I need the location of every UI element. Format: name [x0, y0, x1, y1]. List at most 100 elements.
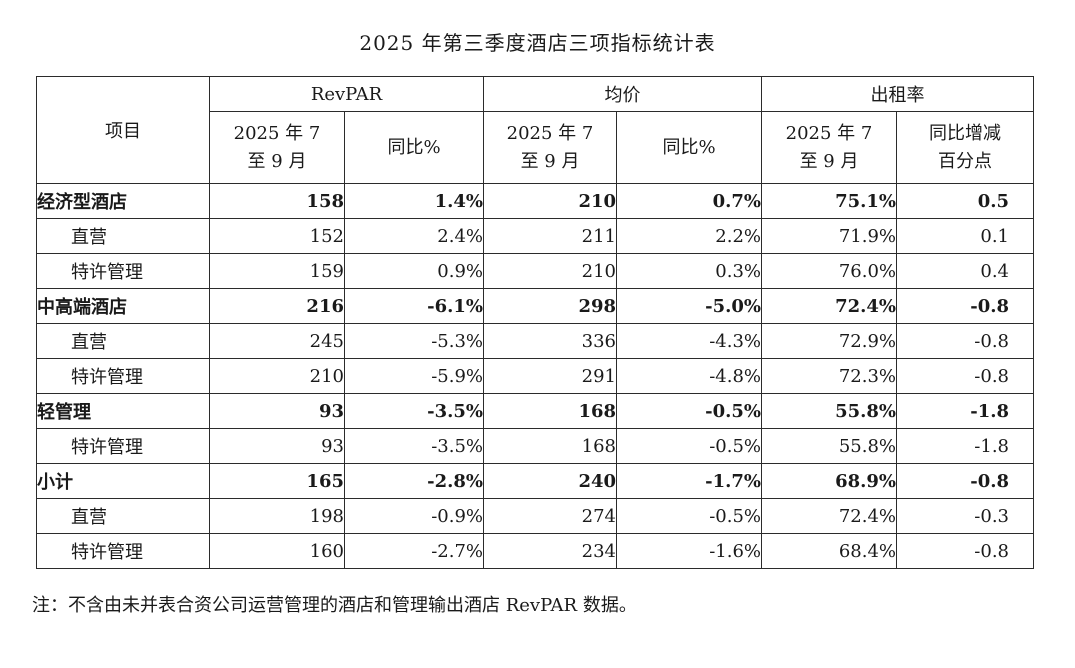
avgprice-yoy-cell: -1.7% [616, 463, 763, 499]
occupancy-value-cell: 68.4% [761, 533, 898, 569]
avgprice-value-cell: 336 [483, 323, 618, 359]
revpar-yoy-cell: -5.3% [343, 323, 485, 359]
avgprice-yoy-header: 同比% [616, 111, 763, 184]
avgprice-yoy-cell: -0.5% [616, 498, 763, 534]
occupancy-change-cell: -0.8 [896, 288, 1035, 324]
table-row: 特许管理 93 -3.5% 168 -0.5% 55.8% -1.8 [36, 428, 1035, 464]
occupancy-change-cell: 0.1 [896, 218, 1035, 254]
avgprice-value-cell: 274 [483, 498, 618, 534]
table-row: 直营 152 2.4% 211 2.2% 71.9% 0.1 [36, 218, 1035, 254]
avgprice-yoy-cell: -4.3% [616, 323, 763, 359]
avgprice-yoy-cell: 2.2% [616, 218, 763, 254]
revpar-value-cell: 159 [209, 253, 345, 289]
footnote: 注：不含由未并表合资公司运营管理的酒店和管理输出酒店 RevPAR 数据。 [32, 595, 637, 616]
revpar-value-cell: 210 [209, 358, 345, 394]
table-row: 小计 165 -2.8% 240 -1.7% 68.9% -0.8 [36, 463, 1035, 499]
table-header: 项目 RevPAR 均价 出租率 2025 年 7 至 9 月 同比% 2025… [36, 76, 1035, 184]
table-row: 经济型酒店 158 1.4% 210 0.7% 75.1% 0.5 [36, 183, 1035, 219]
avgprice-value-cell: 240 [483, 463, 618, 499]
revpar-yoy-cell: -2.7% [343, 533, 485, 569]
avgprice-value-cell: 211 [483, 218, 618, 254]
table-row: 直营 198 -0.9% 274 -0.5% 72.4% -0.3 [36, 498, 1035, 534]
revpar-value-cell: 152 [209, 218, 345, 254]
revpar-value-cell: 198 [209, 498, 345, 534]
occupancy-value-cell: 72.3% [761, 358, 898, 394]
avgprice-group-header: 均价 [483, 76, 763, 112]
occupancy-value-cell: 71.9% [761, 218, 898, 254]
table-row: 直营 245 -5.3% 336 -4.3% 72.9% -0.8 [36, 323, 1035, 359]
occupancy-value-cell: 68.9% [761, 463, 898, 499]
occupancy-change-cell: -0.3 [896, 498, 1035, 534]
revpar-yoy-cell: -3.5% [343, 393, 485, 429]
revpar-yoy-header: 同比% [343, 111, 485, 184]
occupancy-value-cell: 72.4% [761, 498, 898, 534]
table-body: 经济型酒店 158 1.4% 210 0.7% 75.1% 0.5 直营 152 2.4% 211 2… [36, 183, 1035, 569]
revpar-period-header: 2025 年 7 至 9 月 [209, 111, 345, 184]
occupancy-value-cell: 72.4% [761, 288, 898, 324]
avgprice-yoy-cell: 0.7% [616, 183, 763, 219]
revpar-value-cell: 93 [209, 428, 345, 464]
table-row: 特许管理 159 0.9% 210 0.3% 76.0% 0.4 [36, 253, 1035, 289]
row-label: 特许管理 [36, 358, 210, 394]
table-row: 特许管理 210 -5.9% 291 -4.8% 72.3% -0.8 [36, 358, 1035, 394]
occupancy-value-cell: 55.8% [761, 393, 898, 429]
row-label: 直营 [36, 218, 210, 254]
occupancy-value-cell: 76.0% [761, 253, 898, 289]
row-label: 直营 [36, 323, 210, 359]
table-row: 轻管理 93 -3.5% 168 -0.5% 55.8% -1.8 [36, 393, 1035, 429]
row-label: 特许管理 [36, 253, 210, 289]
occupancy-change-cell: -0.8 [896, 463, 1035, 499]
avgprice-period-header: 2025 年 7 至 9 月 [483, 111, 618, 184]
avgprice-yoy-cell: -4.8% [616, 358, 763, 394]
occupancy-change-cell: -1.8 [896, 428, 1035, 464]
occupancy-change-cell: -1.8 [896, 393, 1035, 429]
revpar-value-cell: 93 [209, 393, 345, 429]
revpar-yoy-cell: 2.4% [343, 218, 485, 254]
corner-header-cell: 项目 [36, 76, 210, 184]
revpar-yoy-cell: -5.9% [343, 358, 485, 394]
occupancy-value-cell: 72.9% [761, 323, 898, 359]
occupancy-value-cell: 55.8% [761, 428, 898, 464]
occupancy-change-cell: -0.8 [896, 323, 1035, 359]
revpar-value-cell: 158 [209, 183, 345, 219]
revpar-value-cell: 216 [209, 288, 345, 324]
page-title: 2025 年第三季度酒店三项指标统计表 [359, 31, 716, 55]
revpar-yoy-cell: -6.1% [343, 288, 485, 324]
occupancy-change-cell: 0.4 [896, 253, 1035, 289]
row-label: 直营 [36, 498, 210, 534]
avgprice-value-cell: 210 [483, 183, 618, 219]
row-label: 中高端酒店 [36, 288, 210, 324]
avgprice-value-cell: 291 [483, 358, 618, 394]
statistics-table: 项目 RevPAR 均价 出租率 2025 年 7 至 9 月 同比% 2025… [36, 76, 1035, 569]
row-label: 轻管理 [36, 393, 210, 429]
occupancy-value-cell: 75.1% [761, 183, 898, 219]
avgprice-yoy-cell: -0.5% [616, 393, 763, 429]
avgprice-yoy-cell: -0.5% [616, 428, 763, 464]
avgprice-value-cell: 168 [483, 393, 618, 429]
revpar-value-cell: 160 [209, 533, 345, 569]
revpar-yoy-cell: 1.4% [343, 183, 485, 219]
avgprice-yoy-cell: -1.6% [616, 533, 763, 569]
occupancy-change-header: 同比增减 百分点 [896, 111, 1035, 184]
avgprice-value-cell: 210 [483, 253, 618, 289]
row-label: 小计 [36, 463, 210, 499]
revpar-value-cell: 245 [209, 323, 345, 359]
row-label: 特许管理 [36, 428, 210, 464]
row-label: 特许管理 [36, 533, 210, 569]
table-row: 中高端酒店 216 -6.1% 298 -5.0% 72.4% -0.8 [36, 288, 1035, 324]
revpar-yoy-cell: -3.5% [343, 428, 485, 464]
table-row: 特许管理 160 -2.7% 234 -1.6% 68.4% -0.8 [36, 533, 1035, 569]
avgprice-value-cell: 234 [483, 533, 618, 569]
avgprice-value-cell: 298 [483, 288, 618, 324]
revpar-yoy-cell: -0.9% [343, 498, 485, 534]
occupancy-group-header: 出租率 [761, 76, 1035, 112]
revpar-yoy-cell: 0.9% [343, 253, 485, 289]
avgprice-yoy-cell: -5.0% [616, 288, 763, 324]
occupancy-change-cell: 0.5 [896, 183, 1035, 219]
revpar-group-header: RevPAR [208, 76, 485, 112]
revpar-yoy-cell: -2.8% [343, 463, 485, 499]
occupancy-change-cell: -0.8 [896, 533, 1035, 569]
row-label: 经济型酒店 [36, 183, 210, 219]
avgprice-yoy-cell: 0.3% [616, 253, 763, 289]
avgprice-value-cell: 168 [483, 428, 618, 464]
